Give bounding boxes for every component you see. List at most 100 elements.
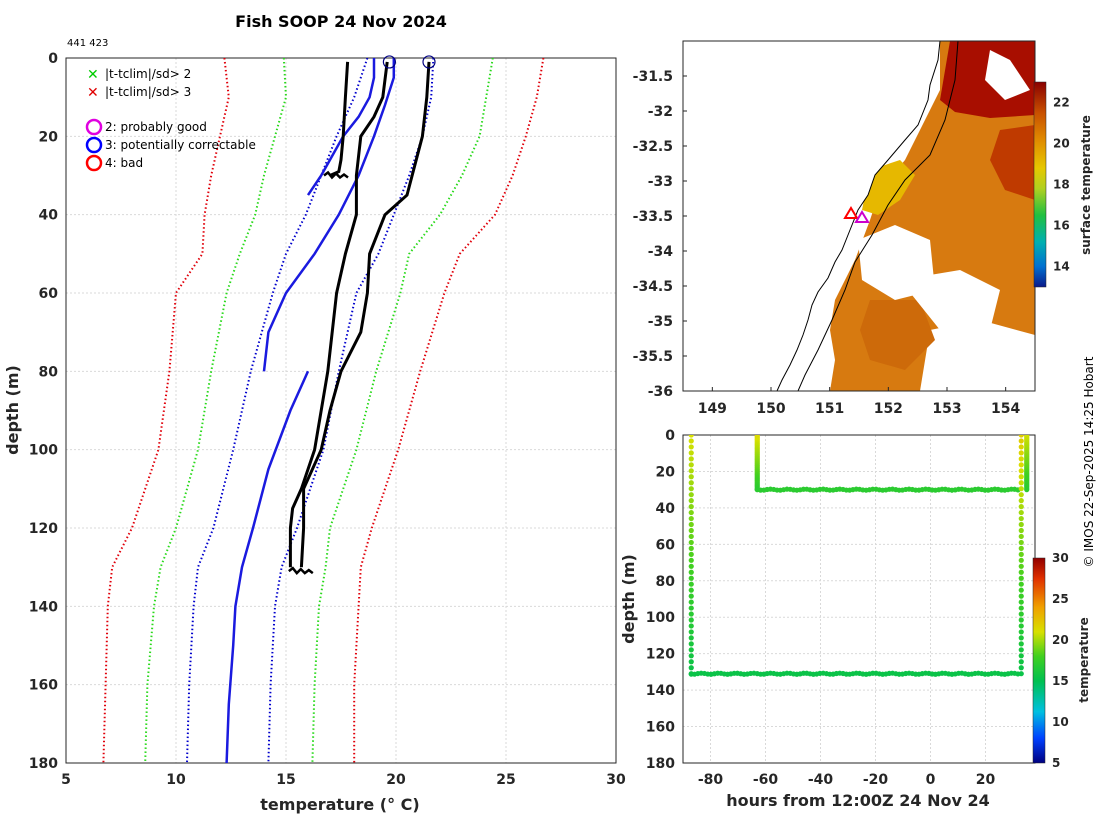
x-tick-label: 5 xyxy=(61,772,71,788)
dt-y-tick-label: 20 xyxy=(656,464,676,480)
dt-point xyxy=(688,647,694,653)
dt-point xyxy=(688,575,694,581)
dt-point xyxy=(1018,575,1024,581)
temperature-colorbar-tick-label: 10 xyxy=(1052,715,1069,729)
dt-point xyxy=(688,444,694,450)
depth-time-axes-box xyxy=(682,434,1036,764)
legend-entry-4: 3: potentially correctable xyxy=(105,138,256,152)
depth-time-profiles xyxy=(688,435,1030,677)
dt-point xyxy=(1018,435,1024,438)
profile-flags xyxy=(382,55,436,69)
x-tick-label: 10 xyxy=(166,772,186,788)
dt-point xyxy=(1018,569,1024,575)
dt-point xyxy=(688,498,694,504)
sst-field-south xyxy=(860,300,935,370)
legend-entry-1: |t-tclim|/sd> 2 xyxy=(105,67,191,81)
series-observed-profile-a xyxy=(306,58,376,196)
dt-y-tick-label: 80 xyxy=(656,574,676,590)
dt-point xyxy=(688,539,694,546)
series-clim-3sd xyxy=(353,58,545,763)
dt-point xyxy=(1018,509,1024,516)
map-y-tick-label: -31.5 xyxy=(633,69,673,85)
temperature-colorbar-ticks: 5 10 15 20 25 30 xyxy=(1052,551,1069,770)
map-y-tick-label: -35.5 xyxy=(633,349,673,365)
dt-point xyxy=(688,599,694,605)
dt-point xyxy=(688,653,694,659)
dt-point xyxy=(1018,587,1024,593)
depth-time-tick-labels: -80 -60 -40 -20 0 20 0 20 40 60 80 100 120 140 160 180 xyxy=(646,428,996,788)
dt-point xyxy=(1018,450,1024,456)
dt-point xyxy=(688,629,694,635)
dt-point xyxy=(688,665,694,671)
dt-x-tick-label: 20 xyxy=(976,772,996,788)
dt-point xyxy=(1018,557,1024,563)
profile-series xyxy=(102,58,545,763)
map-x-tick-label: 153 xyxy=(932,401,961,417)
dt-point xyxy=(688,557,694,563)
series-clim-2sd xyxy=(144,58,288,763)
dt-point xyxy=(1018,474,1024,480)
depth-time-x-label: hours from 12:00Z 24 Nov 24 xyxy=(726,791,989,810)
dt-y-tick-label: 180 xyxy=(646,756,675,772)
y-tick-label: 80 xyxy=(39,364,59,380)
sst-map: 149 150 151 152 153 154 -31.5 -32 -32.5 -33 -33.5 -… xyxy=(633,40,1093,417)
profile-tick-labels: 5 10 15 20 25 30 0 20 40 60 80 100 120 140 160 180 xyxy=(29,51,626,788)
y-tick-label: 0 xyxy=(48,51,58,67)
dt-point xyxy=(688,635,694,641)
series-xbt-drop-3 xyxy=(299,61,431,568)
dt-point xyxy=(1018,563,1024,569)
temperature-colorbar-tick-label: 20 xyxy=(1052,633,1069,647)
y-tick-label: 60 xyxy=(39,286,59,302)
x-tick-label: 30 xyxy=(606,772,626,788)
dt-point xyxy=(1018,611,1024,617)
dt-point xyxy=(1018,521,1024,528)
y-tick-label: 160 xyxy=(29,678,58,694)
dt-x-tick-label: 0 xyxy=(926,772,936,788)
map-y-tick-label: -36 xyxy=(648,384,673,400)
map-y-tick-label: -33.5 xyxy=(633,209,673,225)
dt-point xyxy=(688,480,694,486)
dt-point xyxy=(688,605,694,611)
ship-marker-magenta xyxy=(854,210,870,223)
dt-x-tick-label: -40 xyxy=(808,772,834,788)
shelf-contour xyxy=(797,41,959,391)
depth-time-grid xyxy=(683,434,1035,764)
dt-point xyxy=(688,504,694,510)
dt-point xyxy=(1018,468,1024,474)
dt-point xyxy=(688,438,694,444)
dt-point xyxy=(688,492,694,498)
sst-colorbar xyxy=(1033,81,1047,288)
map-y-tick-label: -33 xyxy=(648,174,673,190)
dt-point xyxy=(1018,515,1024,522)
map-x-tick-label: 149 xyxy=(698,401,727,417)
y-tick-label: 100 xyxy=(29,443,58,459)
legend-marker-x-red: ✕ xyxy=(87,85,99,101)
sst-colorbar-tick-label: 14 xyxy=(1053,260,1070,274)
temperature-colorbar xyxy=(1032,557,1046,764)
dt-y-tick-label: 160 xyxy=(646,720,675,736)
legend-entry-3: 2: probably good xyxy=(105,120,207,134)
dt-point xyxy=(1018,456,1024,462)
ship-marker-red xyxy=(843,206,859,219)
imos-credit: © IMOS 22-Sep-2025 14:25 Hobart xyxy=(1082,356,1096,567)
dt-point xyxy=(1018,659,1024,665)
dt-point xyxy=(688,450,694,456)
dt-point xyxy=(1018,462,1024,468)
dt-point xyxy=(1018,533,1024,540)
x-tick-label: 20 xyxy=(386,772,406,788)
sst-cloud-gap-4 xyxy=(900,270,1000,330)
sst-cloud-gap-3 xyxy=(920,320,1035,391)
dt-point xyxy=(688,468,694,474)
series-xbt-drop-2 xyxy=(288,61,389,568)
map-y-tick-label: -35 xyxy=(648,314,673,330)
dt-point xyxy=(688,486,694,492)
series-clim-1sd xyxy=(267,58,435,763)
dt-point xyxy=(688,527,694,534)
legend-marker-circle-red xyxy=(85,154,103,172)
y-tick-label: 140 xyxy=(29,599,58,615)
dt-y-tick-label: 100 xyxy=(646,610,675,626)
dt-point xyxy=(1018,671,1024,677)
dt-point xyxy=(688,581,694,587)
dt-point xyxy=(1018,629,1024,635)
dt-point xyxy=(688,659,694,665)
